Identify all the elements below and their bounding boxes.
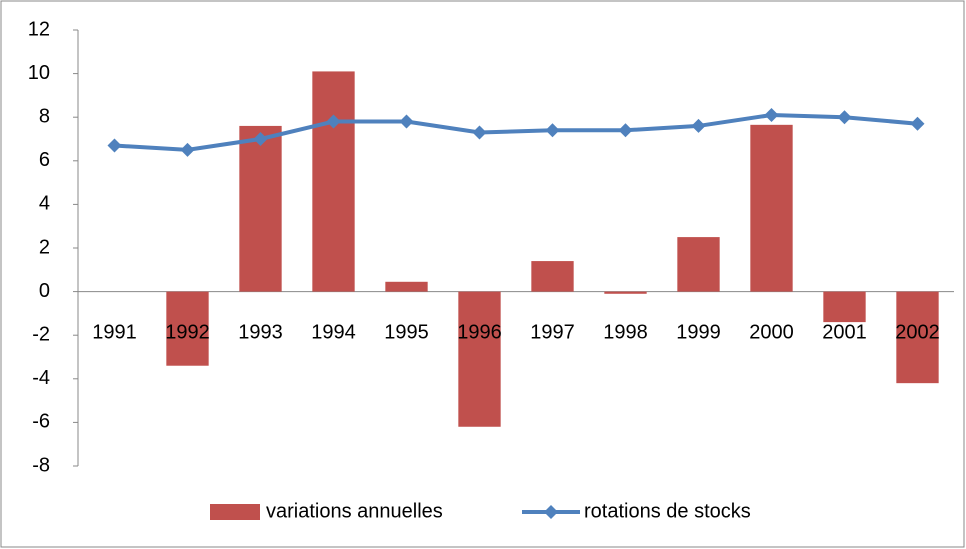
bar [531,261,574,292]
x-tick-label: 1995 [384,321,429,343]
marker [472,125,487,140]
y-tick-label: -4 [32,367,50,389]
x-tick-label: 2001 [822,321,867,343]
marker [180,142,195,157]
bar [312,71,355,292]
marker [910,116,925,131]
marker [618,123,633,138]
legend-label: variations annuelles [266,500,443,522]
y-tick-label: -8 [32,454,50,476]
x-tick-label: 2000 [749,321,794,343]
marker [253,132,268,146]
bar [604,291,647,294]
marker [837,110,852,125]
x-tick-label: 1997 [530,321,575,343]
y-tick-label: -2 [32,323,50,345]
bar [750,124,793,292]
legend-label: rotations de stocks [584,500,751,522]
y-tick-label: 10 [28,62,50,84]
marker [545,123,560,138]
x-tick-label: 1999 [676,321,721,343]
y-tick-label: 12 [28,18,50,40]
bar [385,281,428,292]
marker [691,118,706,133]
x-tick-label: 1992 [165,321,210,343]
y-tick-label: 2 [39,236,50,258]
marker [399,114,414,129]
y-tick-label: 0 [39,280,50,302]
marker [107,138,122,153]
x-tick-label: 1998 [603,321,648,343]
legend-marker [544,505,558,519]
x-tick-label: 1993 [238,321,283,343]
y-tick-label: 8 [39,105,50,127]
y-tick-label: 6 [39,149,50,171]
x-tick-label: 1991 [92,321,137,343]
bar [166,291,209,366]
marker [764,108,779,123]
y-tick-label: 4 [39,193,50,215]
bar [239,125,282,292]
bar [896,291,939,384]
bar [458,291,501,427]
marker [326,114,341,129]
y-tick-label: -6 [32,411,50,433]
x-tick-label: 1996 [457,321,502,343]
x-tick-label: 1994 [311,321,356,343]
bar [823,291,866,323]
legend-swatch [210,504,260,520]
bar [677,237,720,292]
x-tick-label: 2002 [895,321,940,343]
line [114,113,918,152]
